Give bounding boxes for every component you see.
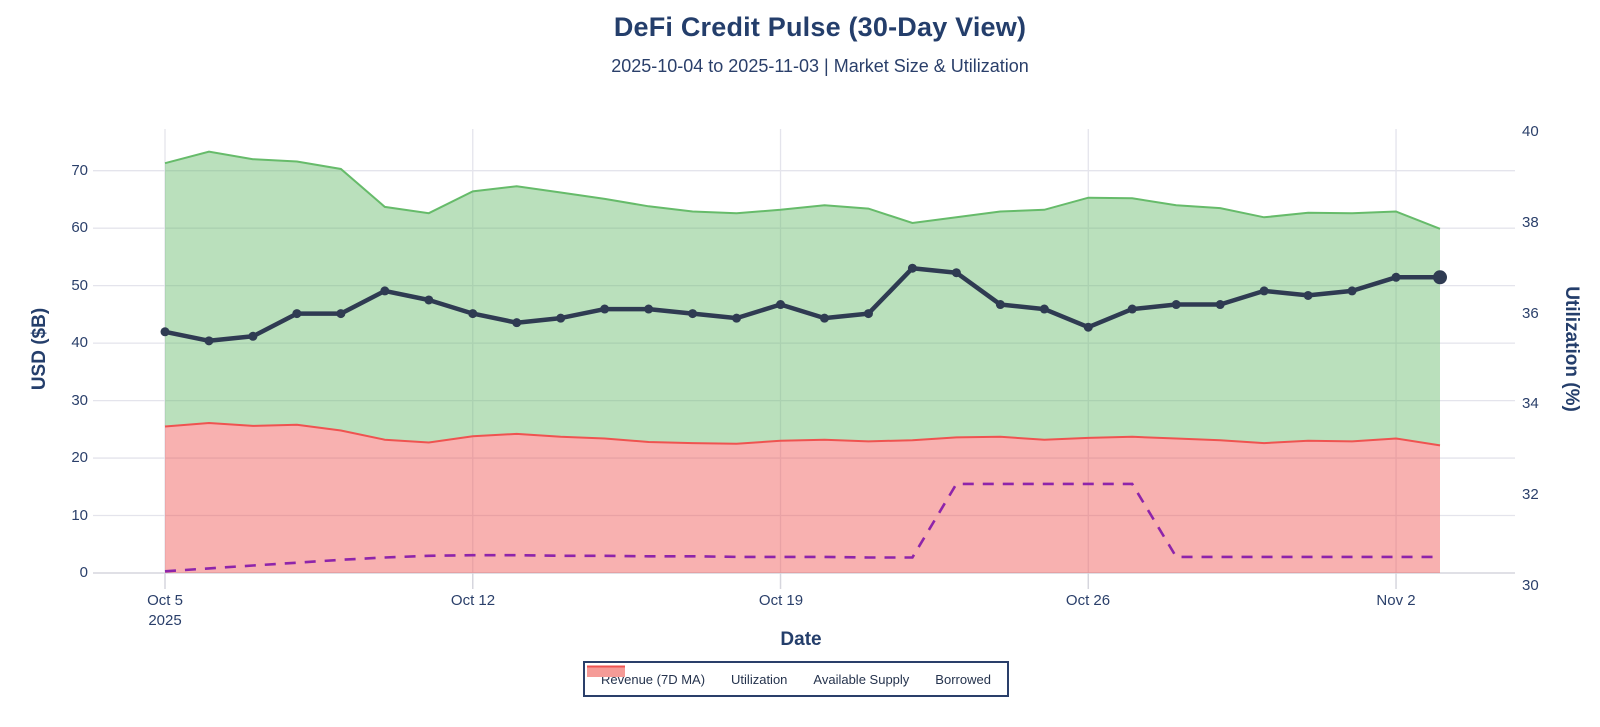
left-axis-tick: 20 — [71, 449, 88, 466]
legend-label: Available Supply — [813, 671, 910, 687]
legend-item-utilization[interactable]: Utilization — [587, 666, 788, 687]
right-axis-title: Utilization (%) — [1561, 286, 1582, 412]
right-axis-tick: 40 — [1522, 123, 1539, 140]
left-axis-tick: 10 — [71, 507, 88, 524]
right-axis-tick: 34 — [1522, 395, 1539, 412]
borrowed-swatch-icon — [587, 665, 625, 677]
legend: Revenue (7D MA) Utilization Available Supp… — [583, 661, 1009, 697]
x-axis-tick: Oct 12 — [450, 592, 496, 609]
legend-item-borrowed[interactable]: Borrowed — [587, 665, 991, 687]
right-axis-tick: 32 — [1522, 486, 1539, 503]
x-axis-tick: Oct 5 2025 — [147, 592, 183, 630]
x-axis-tick: Oct 26 — [1065, 592, 1111, 609]
x-axis-tick-year: 2025 — [148, 612, 182, 630]
x-axis-tick: Oct 19 — [758, 592, 804, 609]
legend-label: Borrowed — [935, 671, 991, 687]
x-axis-title: Date — [780, 629, 822, 650]
left-axis-tick: 30 — [71, 392, 88, 409]
left-axis-tick: 60 — [71, 219, 88, 236]
left-axis-tick: 50 — [71, 277, 88, 294]
chart-subtitle: 2025-10-04 to 2025-11-03 | Market Size &… — [611, 56, 1029, 76]
legend-item-available-supply[interactable]: Available Supply — [587, 665, 910, 687]
left-axis-tick: 0 — [79, 564, 88, 581]
right-axis-tick: 30 — [1522, 577, 1539, 594]
right-axis-tick: 38 — [1522, 214, 1539, 231]
left-axis-tick: 70 — [71, 162, 88, 179]
chart-title: DeFi Credit Pulse (30-Day View) — [613, 12, 1027, 42]
legend-label: Utilization — [731, 671, 788, 687]
right-axis-tick: 36 — [1522, 305, 1539, 322]
x-axis-tick: Nov 2 — [1376, 592, 1416, 609]
legend-label: Revenue (7D MA) — [601, 671, 706, 687]
left-axis-tick: 40 — [71, 334, 88, 351]
